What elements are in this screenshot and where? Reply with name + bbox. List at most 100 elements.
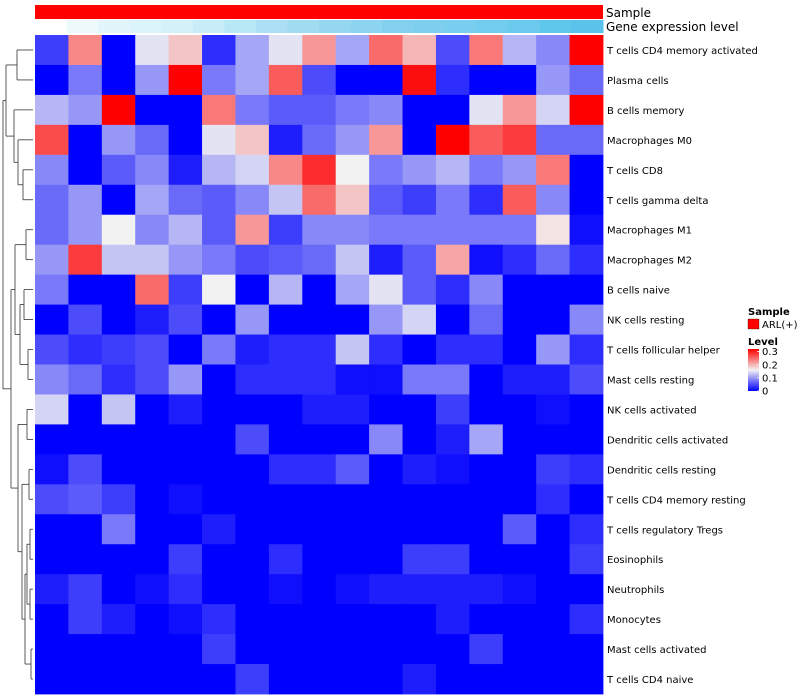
legend-tick-label: 0 [762, 387, 768, 398]
heatmap-cell [469, 274, 504, 305]
heatmap-cell [268, 274, 303, 305]
heatmap-cell [35, 35, 69, 66]
heatmap-cell [469, 514, 504, 545]
heatmap-cell [235, 214, 270, 246]
heatmap-cell [268, 664, 303, 695]
heatmap-cell [369, 664, 403, 695]
legend-sample-title: Sample [748, 307, 790, 318]
heatmap-cell [369, 394, 403, 425]
heatmap-cell [302, 35, 337, 66]
heatmap-cell [569, 64, 604, 96]
heatmap-cell [502, 454, 537, 485]
heatmap-cell [502, 214, 537, 246]
heatmap-cell [536, 214, 570, 246]
heatmap-cell [168, 364, 203, 395]
row-label: T cells CD4 naive [606, 675, 693, 686]
heatmap-cell [101, 304, 136, 335]
heatmap-cell [569, 184, 604, 216]
heatmap-cell [369, 424, 403, 455]
heatmap-cell [268, 544, 303, 575]
track-sample-bar [35, 5, 603, 19]
heatmap-cell [101, 124, 136, 156]
heatmap-cell [469, 334, 504, 365]
row-label: T cells follicular helper [606, 346, 721, 357]
heatmap-cell [268, 184, 303, 216]
heatmap-cell [369, 154, 403, 186]
row-label: NK cells activated [607, 405, 697, 416]
heatmap-cell [435, 154, 470, 186]
heatmap-cell [202, 304, 236, 335]
heatmap-cell [235, 454, 270, 485]
heatmap-cell [502, 604, 537, 635]
heatmap-cell [302, 94, 337, 126]
heatmap-cell [35, 484, 69, 515]
heatmap-cell [135, 35, 170, 66]
heatmap-cell [235, 514, 270, 545]
track-expression-cell [319, 20, 352, 33]
heatmap-cell [536, 334, 570, 365]
track-expression-cell [255, 20, 288, 33]
heatmap-cell [335, 214, 370, 246]
heatmap-cell [369, 574, 403, 605]
heatmap-cell [235, 184, 270, 216]
heatmap-cell [335, 544, 370, 575]
heatmap-cell [135, 214, 170, 246]
heatmap-cell [235, 274, 270, 305]
heatmap-cell [569, 304, 604, 335]
heatmap-cell [302, 214, 337, 246]
heatmap-cell [335, 274, 370, 305]
heatmap-cell [302, 334, 337, 365]
heatmap-cell [369, 184, 403, 216]
heatmap-cell [536, 35, 570, 66]
heatmap-cell [168, 394, 203, 425]
row-label: T cells CD8 [606, 166, 663, 177]
heatmap-cell [402, 604, 437, 635]
heatmap-cell [235, 35, 270, 66]
heatmap-cell [268, 214, 303, 246]
track-expression-cell [35, 20, 68, 33]
heatmap-cell [435, 514, 470, 545]
row-label: B cells memory [607, 106, 684, 117]
heatmap-cell [469, 184, 504, 216]
heatmap-cell [235, 154, 270, 186]
heatmap-cell [101, 274, 136, 305]
heatmap-cell [202, 424, 236, 455]
heatmap-cell [469, 424, 504, 455]
heatmap-cell [502, 574, 537, 605]
heatmap-cell [268, 334, 303, 365]
heatmap-cell [101, 184, 136, 216]
heatmap-cell [402, 664, 437, 695]
heatmap-cell [536, 124, 570, 156]
heatmap-cell [569, 484, 604, 515]
heatmap-cell [402, 484, 437, 515]
heatmap-cell [168, 514, 203, 545]
heatmap-cell [202, 484, 236, 515]
row-label: Macrophages M0 [607, 136, 692, 147]
heatmap-cell [68, 634, 103, 665]
heatmap-cell [469, 634, 504, 665]
heatmap-cell [502, 64, 537, 96]
heatmap-cell [302, 244, 337, 276]
heatmap-cell [402, 94, 437, 126]
heatmap-cell [268, 424, 303, 455]
heatmap-cell [101, 334, 136, 365]
heatmap-cell [569, 604, 604, 635]
heatmap-cell [569, 514, 604, 545]
heatmap-cell [369, 484, 403, 515]
heatmap-cell [369, 514, 403, 545]
heatmap-cell [302, 514, 337, 545]
heatmap-cell [569, 454, 604, 485]
heatmap-cell [135, 364, 170, 395]
heatmap-cell [536, 94, 570, 126]
heatmap-cell [268, 454, 303, 485]
annotation-tracks [35, 5, 604, 33]
heatmap-cell [35, 574, 69, 605]
heatmap-cell [502, 514, 537, 545]
heatmap-cell [35, 394, 69, 425]
heatmap-cell [302, 394, 337, 425]
heatmap-cell [35, 514, 69, 545]
heatmap-cell [335, 454, 370, 485]
heatmap-cell [68, 274, 103, 305]
heatmap-cell [168, 574, 203, 605]
